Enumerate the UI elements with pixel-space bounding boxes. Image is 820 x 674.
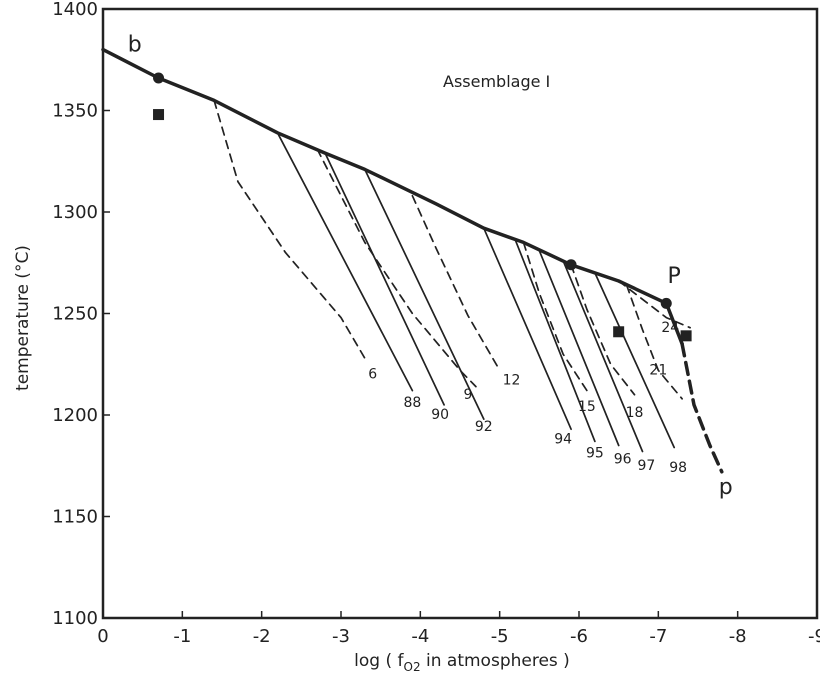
data-point-square [153, 109, 165, 121]
series-line-97 [562, 259, 644, 453]
curve-label-96: 96 [614, 452, 632, 468]
series-line-92 [363, 168, 485, 420]
curve-label-98: 98 [669, 460, 687, 476]
series-line-9 [316, 148, 477, 388]
series-line-96 [538, 249, 620, 447]
series-line-21 [625, 284, 683, 400]
x-tick-label: -3 [332, 626, 350, 647]
curve-labels: b Pp 6 88 90 992 12 94 15 95 18 96 97 98 21 24 [128, 33, 733, 501]
x-tick-label: -8 [729, 626, 747, 647]
y-tick-label: 1250 [52, 304, 98, 325]
series-line-95 [514, 239, 596, 443]
x-axis-ticks: 0 -1 -2 -3 -4 -5 -6 -7 -8 -9 [97, 611, 820, 647]
curve-label-b: b [128, 33, 142, 58]
curve-label-6: 6 [368, 366, 377, 382]
y-tick-label: 1350 [52, 101, 98, 122]
series-line-b [101, 47, 684, 346]
curve-label-97: 97 [638, 458, 656, 474]
x-axis-label-tail: in atmospheres ) [421, 651, 570, 671]
x-tick-label: -7 [649, 626, 667, 647]
x-tick-label: -1 [173, 626, 191, 647]
y-axis-label: temperature (°C) [13, 245, 33, 391]
series-line-94 [482, 227, 572, 431]
curve-label-94: 94 [554, 431, 572, 447]
curve-label-15: 15 [578, 399, 596, 415]
curve-label-9: 9 [463, 387, 472, 403]
curve-label-12: 12 [503, 373, 521, 389]
x-tick-label: -9 [808, 626, 820, 647]
y-tick-label: 1200 [52, 405, 98, 426]
series-line-90 [324, 152, 445, 406]
curve-label-P: P [668, 264, 681, 289]
x-axis-label: log ( fO2 in atmospheres ) [354, 651, 570, 674]
series-line-24 [617, 280, 691, 329]
data-point-circle [660, 297, 672, 309]
y-axis-ticks: 1100 1150 1200 1250 1300 1350 1400 [52, 0, 110, 629]
x-tick-label: -5 [491, 626, 509, 647]
curve-label-95: 95 [586, 446, 604, 462]
data-point-circle [565, 259, 577, 271]
assemblage-annotation: Assemblage I [443, 72, 550, 91]
x-tick-label: -2 [253, 626, 271, 647]
x-tick-label: -4 [411, 626, 429, 647]
curve-label-88: 88 [403, 395, 421, 411]
data-point-circle [153, 72, 165, 84]
x-axis-label-subscript: O2 [404, 660, 421, 674]
y-tick-label: 1400 [52, 0, 98, 20]
curve-label-92: 92 [475, 419, 493, 435]
series-line-12 [411, 194, 501, 372]
series-line-6 [213, 99, 366, 360]
series-line-98 [594, 272, 676, 449]
series-line-88 [276, 131, 414, 392]
y-tick-label: 1100 [52, 608, 98, 629]
series-line-18 [570, 263, 636, 396]
series-layer [101, 47, 724, 474]
curve-label-18: 18 [626, 405, 644, 421]
x-axis-label-main: log ( f [354, 651, 404, 671]
curve-label-90: 90 [431, 407, 449, 423]
data-point-square [613, 326, 625, 338]
curve-label-21: 21 [649, 362, 667, 378]
series-line-p [680, 342, 724, 474]
x-tick-label: -6 [570, 626, 588, 647]
curve-label-p: p [719, 475, 733, 500]
curve-label-24: 24 [661, 320, 679, 336]
series-line-15 [522, 241, 588, 392]
x-tick-label: 0 [97, 626, 108, 647]
points-layer [153, 72, 692, 342]
y-tick-label: 1300 [52, 202, 98, 223]
data-point-square [680, 330, 692, 342]
y-tick-label: 1150 [52, 507, 98, 528]
